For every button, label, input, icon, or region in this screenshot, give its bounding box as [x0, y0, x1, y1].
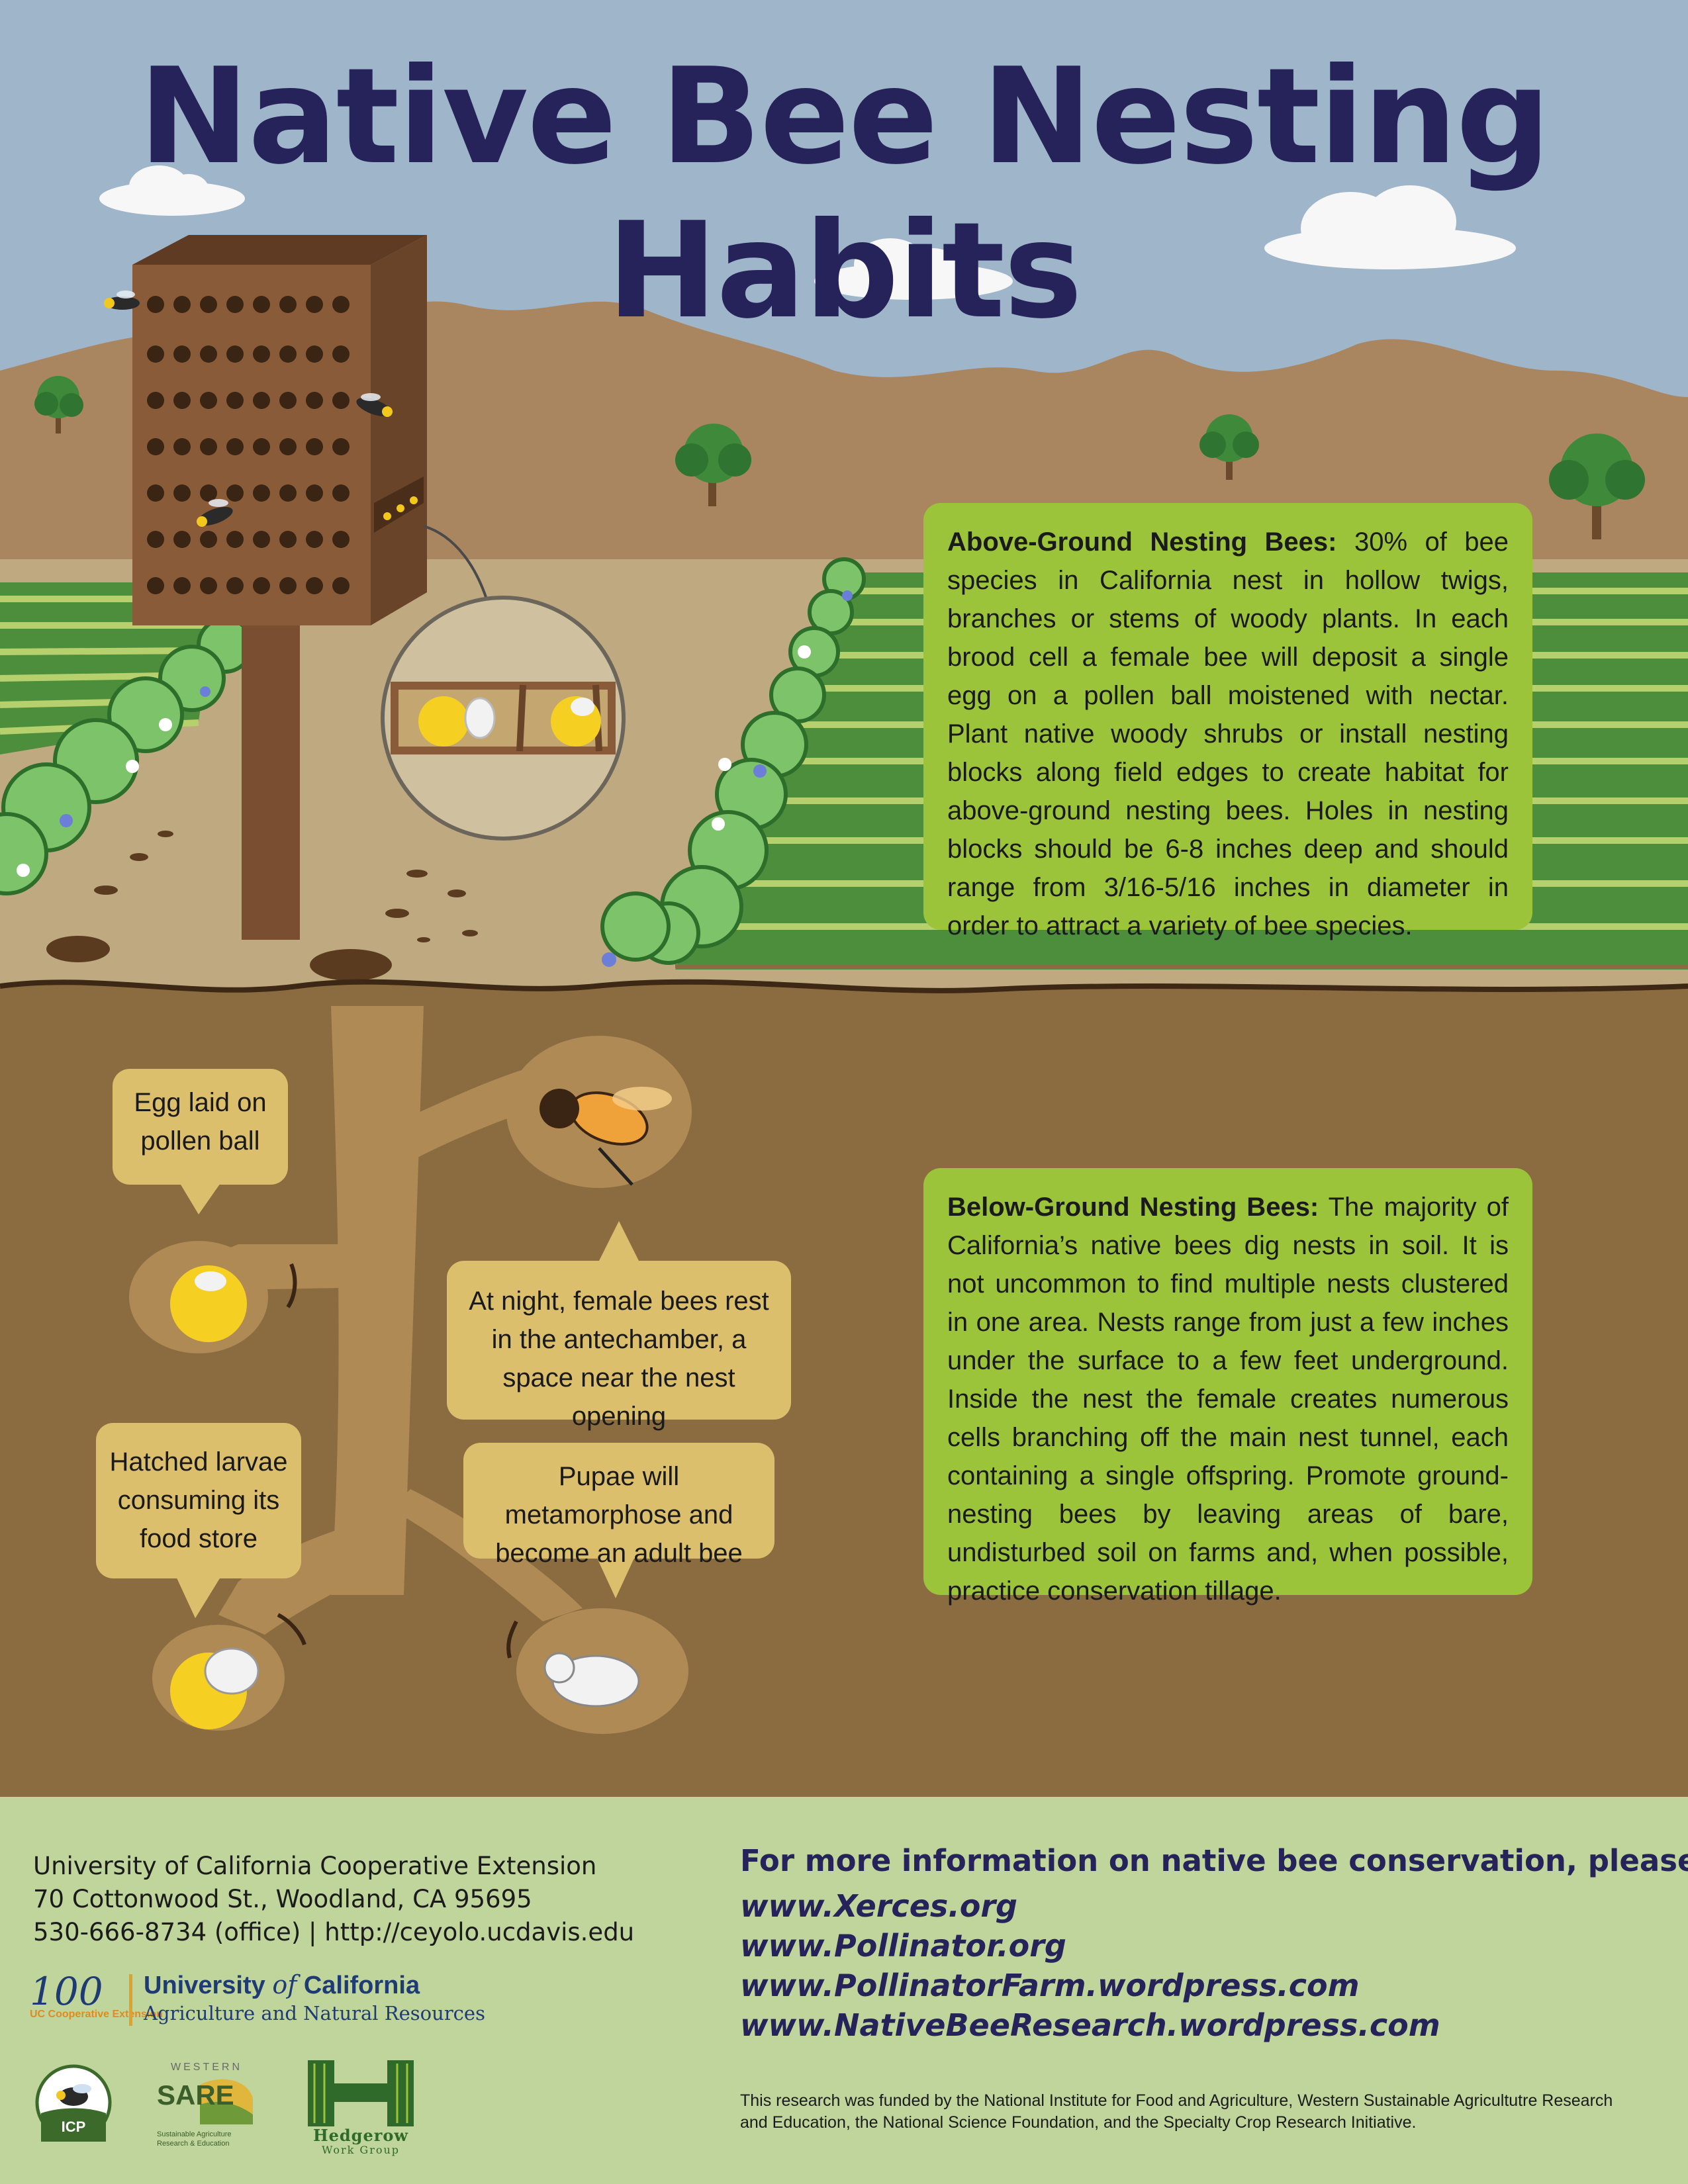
nesting-block [132, 235, 427, 625]
flower-icon [712, 645, 811, 831]
tree-icon [1199, 414, 1259, 480]
above-ground-info-box: Above-Ground Nesting Bees: 30% of bee sp… [923, 503, 1532, 940]
sare-logo: WESTERN SARE Sustainable Agriculture Res… [157, 2062, 253, 2148]
adult-bee-icon [539, 1087, 672, 1186]
flower-icon [17, 718, 172, 877]
uc-anr-subtitle: Agriculture and Natural Resources [144, 2002, 485, 2025]
above-ground-text: 30% of bee species in California nest in… [947, 527, 1509, 940]
address-line: 530-666-8734 (office) | http://ceyolo.uc… [33, 1918, 635, 1946]
hedgerow-right [600, 557, 866, 965]
hedgerow-logo: Hedgerow Work Group [308, 2060, 414, 2156]
page-title: Native Bee Nesting Habits [138, 40, 1550, 348]
cloud-icon [814, 238, 1013, 300]
link-xerces[interactable]: www.Xerces.org [740, 1888, 1017, 1924]
link-pollinator[interactable]: www.Pollinator.org [740, 1928, 1066, 1964]
address-line: 70 Cottonwood St., Woodland, CA 95695 [33, 1885, 532, 1913]
callout-larvae: Hatched larvae consuming its food store [96, 1423, 301, 1578]
bee-icon [104, 291, 140, 310]
nest-chamber-egg [129, 1241, 297, 1353]
uc-100-subtitle: UC Cooperative Extension [30, 2009, 163, 2020]
callout-antechamber: At night, female bees rest in the antech… [447, 1261, 791, 1431]
sare-sub1: Sustainable Agriculture [157, 2130, 232, 2138]
footer-address: University of California Cooperative Ext… [33, 1850, 634, 1949]
footer [0, 1797, 1688, 2184]
magnifier-brood-cells [381, 596, 626, 841]
above-ground-heading: Above-Ground Nesting Bees: [947, 527, 1337, 557]
uc-100-mark: 100 [30, 1969, 103, 2014]
address-line: University of California Cooperative Ext… [33, 1852, 597, 1880]
nest-chamber-larva [152, 1613, 306, 1731]
below-ground-info-box: Below-Ground Nesting Bees: The majority … [923, 1168, 1532, 1606]
resource-links: www.Xerces.org www.Pollinator.org www.Po… [740, 1886, 1440, 2045]
tree-icon [34, 376, 83, 433]
hedgerow-sub: Work Group [322, 2144, 400, 2156]
callout-pointers [175, 1181, 639, 1618]
nesting-block-holes [147, 296, 350, 594]
sare-top: WESTERN [171, 2062, 242, 2073]
uc-anr-logo: 100 UC Cooperative Extension University … [30, 1969, 485, 2028]
flower-icon [60, 686, 211, 827]
flower-icon [602, 590, 853, 967]
below-ground-text: The majority of California’s native bees… [947, 1193, 1509, 1606]
link-pollinator-farm[interactable]: www.PollinatorFarm.wordpress.com [740, 1968, 1360, 2003]
funding-statement: This research was funded by the National… [740, 2091, 1613, 2132]
ground-nest-holes [46, 831, 478, 981]
link-native-bee-research[interactable]: www.NativeBeeResearch.wordpress.com [740, 2007, 1440, 2043]
cloud-icon [99, 165, 245, 216]
nest-chamber-pupa [506, 1608, 688, 1734]
hedgerow-name: Hedgerow [313, 2126, 408, 2145]
nest-chamber-antechamber [506, 1036, 692, 1188]
nest-block-post [242, 615, 300, 940]
hedgerow-left [0, 617, 254, 895]
bee-icon [356, 393, 393, 417]
callout-pupae: Pupae will metamorphose and become an ad… [463, 1443, 774, 1568]
cloud-icon [1264, 185, 1516, 269]
icp-logo: ICP [35, 2064, 112, 2142]
below-ground-heading: Below-Ground Nesting Bees: [947, 1193, 1319, 1222]
bee-icon [197, 499, 233, 527]
sare-sub2: Research & Education [157, 2140, 229, 2148]
uc-name: University of California [144, 1970, 420, 1999]
tree-icon [675, 424, 751, 506]
tree-icon [1549, 433, 1645, 539]
callout-egg: Egg laid on pollen ball [113, 1069, 288, 1185]
sare-name: SARE [157, 2079, 234, 2111]
icp-label: ICP [62, 2118, 86, 2135]
more-info-heading: For more information on native bee conse… [740, 1843, 1688, 1878]
